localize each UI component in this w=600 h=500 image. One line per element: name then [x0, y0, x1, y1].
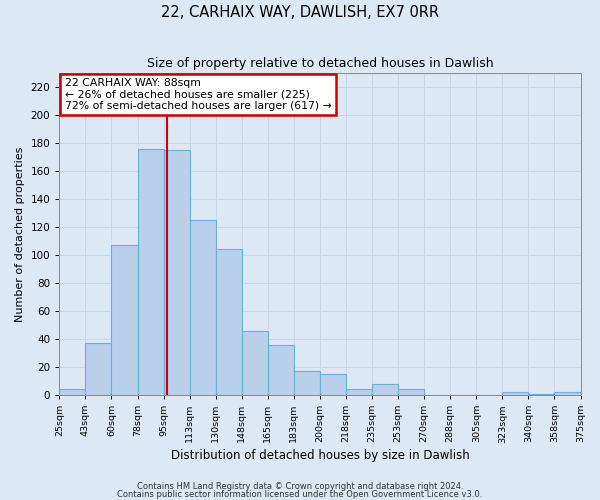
X-axis label: Distribution of detached houses by size in Dawlish: Distribution of detached houses by size … [170, 450, 469, 462]
Text: 22 CARHAIX WAY: 88sqm
← 26% of detached houses are smaller (225)
72% of semi-det: 22 CARHAIX WAY: 88sqm ← 26% of detached … [65, 78, 331, 111]
Bar [502, 392, 529, 395]
Bar [215, 250, 242, 395]
Bar [85, 343, 112, 395]
Bar [137, 148, 164, 395]
Bar [372, 384, 398, 395]
Bar [554, 392, 581, 395]
Bar [268, 344, 294, 395]
Bar [164, 150, 190, 395]
Bar [529, 394, 554, 395]
Text: Contains HM Land Registry data © Crown copyright and database right 2024.: Contains HM Land Registry data © Crown c… [137, 482, 463, 491]
Text: 22, CARHAIX WAY, DAWLISH, EX7 0RR: 22, CARHAIX WAY, DAWLISH, EX7 0RR [161, 5, 439, 20]
Bar [398, 390, 424, 395]
Bar [320, 374, 346, 395]
Bar [242, 330, 268, 395]
Bar [346, 390, 372, 395]
Text: Contains public sector information licensed under the Open Government Licence v3: Contains public sector information licen… [118, 490, 482, 499]
Title: Size of property relative to detached houses in Dawlish: Size of property relative to detached ho… [146, 58, 493, 70]
Bar [59, 390, 85, 395]
Bar [112, 245, 137, 395]
Bar [190, 220, 215, 395]
Y-axis label: Number of detached properties: Number of detached properties [15, 146, 25, 322]
Bar [294, 371, 320, 395]
